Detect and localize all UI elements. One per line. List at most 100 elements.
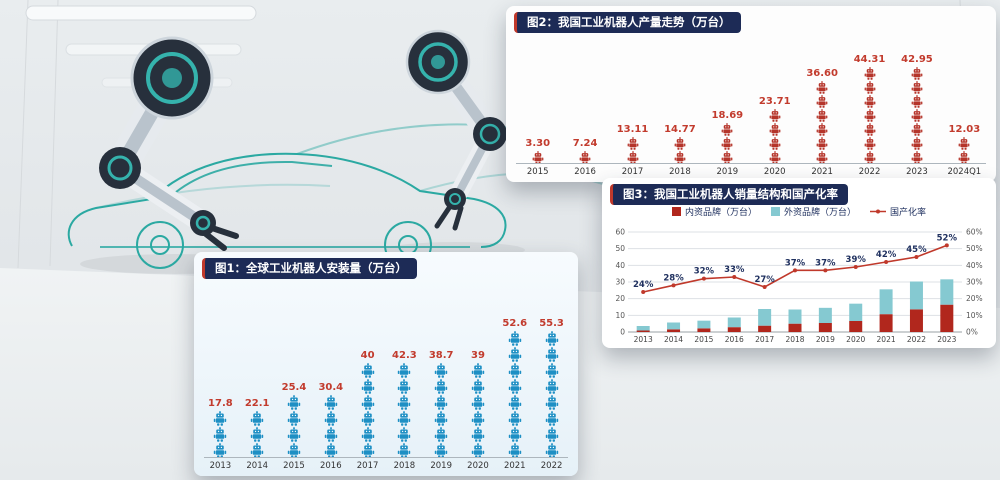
robot-icon (864, 109, 875, 122)
robot-icon (816, 81, 828, 94)
robot-icon (471, 443, 485, 458)
icon-stack (508, 331, 522, 458)
robot-icon (864, 151, 875, 164)
robot-icon (769, 151, 781, 164)
value-label: 22.1 (244, 398, 270, 409)
robot-icon (864, 123, 875, 136)
robot-icon (287, 395, 301, 410)
year-label: 2015 (694, 335, 713, 344)
line-marker (762, 285, 767, 289)
year-label: 2022 (907, 335, 926, 344)
year-label: 2013 (209, 461, 232, 471)
robot-icon (545, 443, 558, 458)
legend-line-sample (870, 209, 886, 214)
legend-chip (671, 207, 681, 216)
robot-icon (911, 123, 923, 136)
svg-text:10%: 10% (966, 311, 983, 320)
robot-icon (434, 443, 448, 458)
icon-stack (627, 137, 639, 164)
icon-stack (361, 363, 375, 458)
year-label: 2019 (716, 167, 739, 177)
robot-icon (471, 379, 485, 394)
year-label: 2021 (811, 167, 833, 177)
robot-icon (471, 411, 485, 426)
svg-text:30: 30 (615, 278, 625, 287)
icon-stack (545, 331, 559, 458)
value-label: 38.7 (428, 350, 454, 361)
chart3-panel: 图3：我国工业机器人销量结构和国产化率 内资品牌（万台） 外资品牌（万台） 国产化率… (602, 178, 996, 348)
legend-item: 内资品牌（万台） (671, 205, 757, 218)
robot-icon (324, 395, 337, 410)
chart3-stacked-bar-chart: 0 10 20 30 40 50 60 0% 10% 20% 30% 40% 50% 60% 2013 201… (615, 228, 983, 345)
robot-icon (911, 109, 923, 122)
icon-stack (250, 411, 264, 458)
robot-icon (398, 379, 411, 394)
svg-text:0: 0 (620, 328, 625, 337)
value-label: 13.11 (616, 124, 649, 135)
chart1-title-text: 图1：全球工业机器人安装量（万台） (215, 261, 407, 275)
year-label: 2018 (669, 167, 691, 177)
robot-icon (545, 395, 558, 410)
rate-label: 24% (633, 280, 654, 290)
icon-stack (434, 363, 448, 458)
year-label: 2014 (664, 335, 683, 344)
year-label: 2021 (877, 335, 896, 344)
value-label: 44.31 (853, 54, 886, 65)
value-label: 17.8 (208, 398, 233, 409)
rate-label: 28% (663, 273, 684, 283)
robot-icon (434, 379, 448, 394)
robot-icon (545, 363, 558, 378)
bar-domestic (788, 323, 802, 332)
picto-column: 3.30 2015 (514, 38, 561, 178)
value-label: 52.6 (502, 318, 528, 329)
svg-text:50%: 50% (966, 244, 983, 253)
bar-foreign (758, 309, 772, 326)
bar-domestic (909, 309, 923, 332)
robot-icon (721, 137, 733, 150)
rate-label: 32% (694, 267, 715, 277)
year-label: 2013 (634, 335, 653, 344)
rate-label: 39% (846, 255, 867, 265)
legend-label: 外资品牌（万台） (783, 208, 856, 218)
chart1-pictogram: 17.8 2013 22.1 2014 25.4 2015 30.4 2016 40 2017 42… (202, 284, 570, 472)
robot-icon (864, 81, 875, 94)
rate-label: 37% (815, 258, 836, 268)
bar-foreign (879, 289, 893, 315)
bar-foreign (697, 320, 711, 329)
svg-text:40: 40 (615, 261, 625, 270)
robot-icon (324, 443, 337, 458)
year-label: 2017 (755, 335, 774, 344)
chart1-title: 图1：全球工业机器人安装量（万台） (202, 258, 417, 279)
icon-stack (213, 411, 227, 458)
bar-foreign (667, 322, 681, 330)
robot-icon (627, 137, 638, 150)
picto-column: 40 2017 (349, 284, 386, 472)
picto-column: 25.4 2015 (276, 284, 313, 472)
robot-icon (508, 443, 521, 458)
bar-domestic (758, 325, 772, 332)
year-label: 2019 (816, 335, 835, 344)
robot-icon (769, 109, 781, 122)
robot-icon (508, 411, 521, 426)
robot-icon (508, 427, 521, 442)
year-label: 2022 (540, 461, 563, 471)
line-marker (641, 290, 646, 294)
chart2-panel: 图2：我国工业机器人产量走势（万台） 3.30 2015 7.24 2016 13.11… (506, 6, 996, 182)
robot-icon (864, 137, 875, 150)
picto-column: 52.6 2021 (496, 284, 533, 472)
icon-stack (397, 363, 411, 458)
robot-icon (958, 137, 970, 150)
robot-icon (769, 137, 781, 150)
year-label: 2020 (763, 167, 786, 177)
year-label: 2017 (621, 167, 644, 177)
value-label: 55.3 (539, 318, 564, 329)
value-label: 42.95 (901, 54, 933, 65)
robot-arm-right (405, 29, 507, 231)
svg-text:60: 60 (615, 228, 625, 237)
robot-icon (545, 379, 558, 394)
robot-icon (398, 443, 411, 458)
robot-icon (398, 411, 411, 426)
picto-column: 13.11 2017 (609, 38, 656, 178)
year-label: 2016 (574, 167, 596, 177)
robot-icon (398, 395, 411, 410)
